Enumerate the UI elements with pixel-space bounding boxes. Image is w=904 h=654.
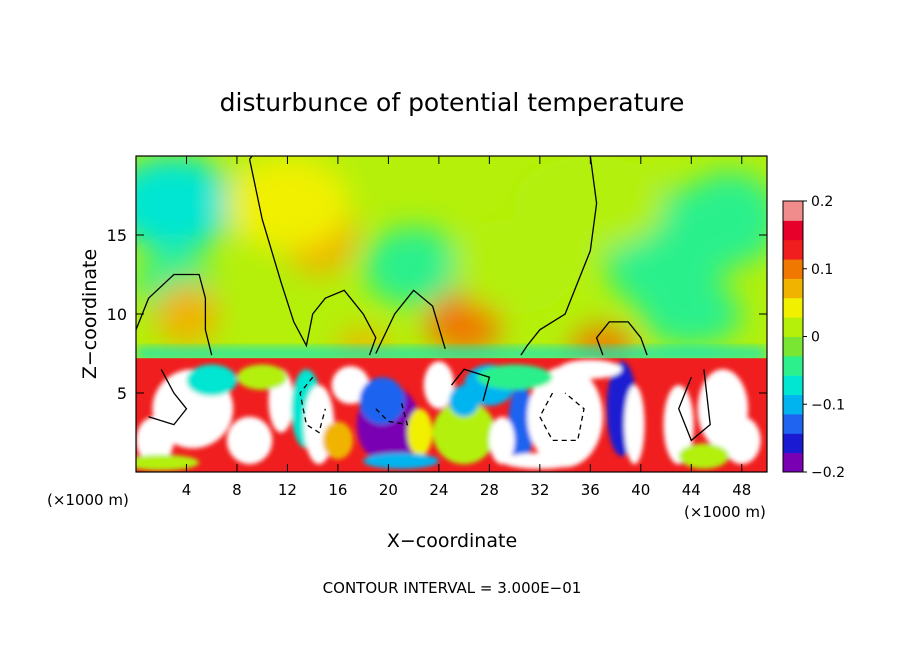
boundary-layer-eddies — [136, 359, 761, 471]
x-unit-label-right: (×1000 m) — [684, 503, 766, 521]
x-tick-label: 28 — [480, 481, 499, 499]
x-tick-label: 40 — [631, 481, 650, 499]
contour-line — [450, 368, 491, 402]
upper-blob — [136, 156, 237, 251]
x-tick-label: 32 — [530, 481, 549, 499]
heatmap-field — [136, 156, 767, 472]
upper-blob — [154, 282, 218, 346]
colorbar-tick-label: 0.2 — [811, 194, 833, 210]
colorbar-swatch — [783, 201, 803, 221]
boundary-layer — [136, 358, 767, 472]
eddy — [136, 454, 200, 471]
colorbar-swatch — [783, 297, 803, 318]
colorbar-swatch — [783, 317, 803, 337]
upper-blob — [640, 282, 742, 346]
eddy — [407, 408, 433, 457]
x-tick-label: 4 — [182, 481, 192, 499]
y-tick-label: 15 — [107, 226, 127, 245]
y-axis: 5 10 15 — [107, 226, 767, 403]
eddy — [663, 385, 694, 465]
colorbar-tick-label: −0.2 — [811, 465, 845, 481]
colorbar-swatch — [783, 239, 803, 260]
colorbar-swatch — [783, 278, 803, 299]
x-tick-label: 36 — [581, 481, 600, 499]
y-tick-label: 10 — [107, 305, 127, 324]
eddy — [322, 421, 354, 460]
colorbar-swatch — [783, 220, 803, 241]
colorbar: 0.2 0.1 0 −0.1 −0.2 — [782, 194, 845, 481]
colorbar-swatch — [783, 375, 803, 396]
x-tick-label: 24 — [429, 481, 448, 499]
eddy — [678, 443, 730, 469]
eddy — [449, 385, 480, 417]
colorbar-tick-label: 0.1 — [811, 262, 833, 278]
colorbar-swatch — [783, 336, 803, 357]
x-axis-label: X−coordinate — [387, 530, 517, 552]
contour-line — [595, 321, 648, 356]
colorbar-swatch — [783, 413, 803, 434]
colorbar-swatch — [783, 355, 803, 376]
upper-blob — [678, 171, 767, 267]
eddy — [423, 361, 454, 409]
eddy — [558, 359, 622, 379]
eddy — [624, 385, 645, 465]
x-tick-label: 20 — [379, 481, 398, 499]
eddy — [237, 364, 288, 390]
x-tick-label: 16 — [328, 481, 347, 499]
contour-line — [375, 289, 446, 354]
contour-line — [520, 156, 598, 356]
eddy — [186, 364, 237, 397]
contour-line — [248, 159, 377, 356]
x-unit-label-left: (×1000 m) — [47, 491, 129, 509]
eddy — [508, 385, 534, 465]
contour-line — [148, 368, 188, 426]
eddy — [226, 416, 273, 465]
colorbar-tick-label: −0.1 — [811, 397, 845, 413]
upper-blob — [514, 156, 666, 251]
colorbar-swatch — [783, 394, 803, 415]
eddy — [359, 377, 405, 425]
eddy — [331, 366, 370, 405]
colorbar-swatch — [783, 452, 803, 473]
upper-blob — [224, 156, 351, 251]
y-axis-label: Z−coordinate — [79, 249, 101, 379]
eddy — [489, 416, 515, 465]
upper-blob — [363, 227, 465, 307]
contour-line — [375, 400, 409, 426]
contour-line — [678, 369, 711, 442]
colorbar-swatch — [783, 433, 803, 454]
x-tick-label: 12 — [278, 481, 297, 499]
x-axis: 4 8 12 16 20 24 28 32 36 40 44 48 — [182, 156, 751, 499]
contour-line — [136, 273, 213, 356]
x-tick-label: 44 — [682, 481, 701, 499]
x-tick-label: 8 — [232, 481, 242, 499]
eddy — [476, 364, 553, 390]
contour-interval-note: CONTOUR INTERVAL = 3.000E−01 — [323, 579, 582, 597]
chart-title: disturbunce of potential temperature — [220, 88, 685, 117]
eddy — [502, 453, 578, 469]
y-tick-label: 5 — [117, 384, 127, 403]
contour-line — [299, 376, 326, 434]
colorbar-tick-label: 0 — [811, 330, 820, 346]
transition-band — [136, 348, 767, 359]
eddy — [363, 453, 439, 469]
contour-line — [539, 392, 585, 442]
eddy — [722, 416, 761, 465]
eddy — [136, 416, 174, 465]
x-tick-label: 48 — [732, 481, 751, 499]
colorbar-swatch — [783, 259, 803, 279]
eddy — [527, 366, 603, 468]
eddy — [432, 400, 496, 465]
upper-blob — [451, 219, 578, 314]
